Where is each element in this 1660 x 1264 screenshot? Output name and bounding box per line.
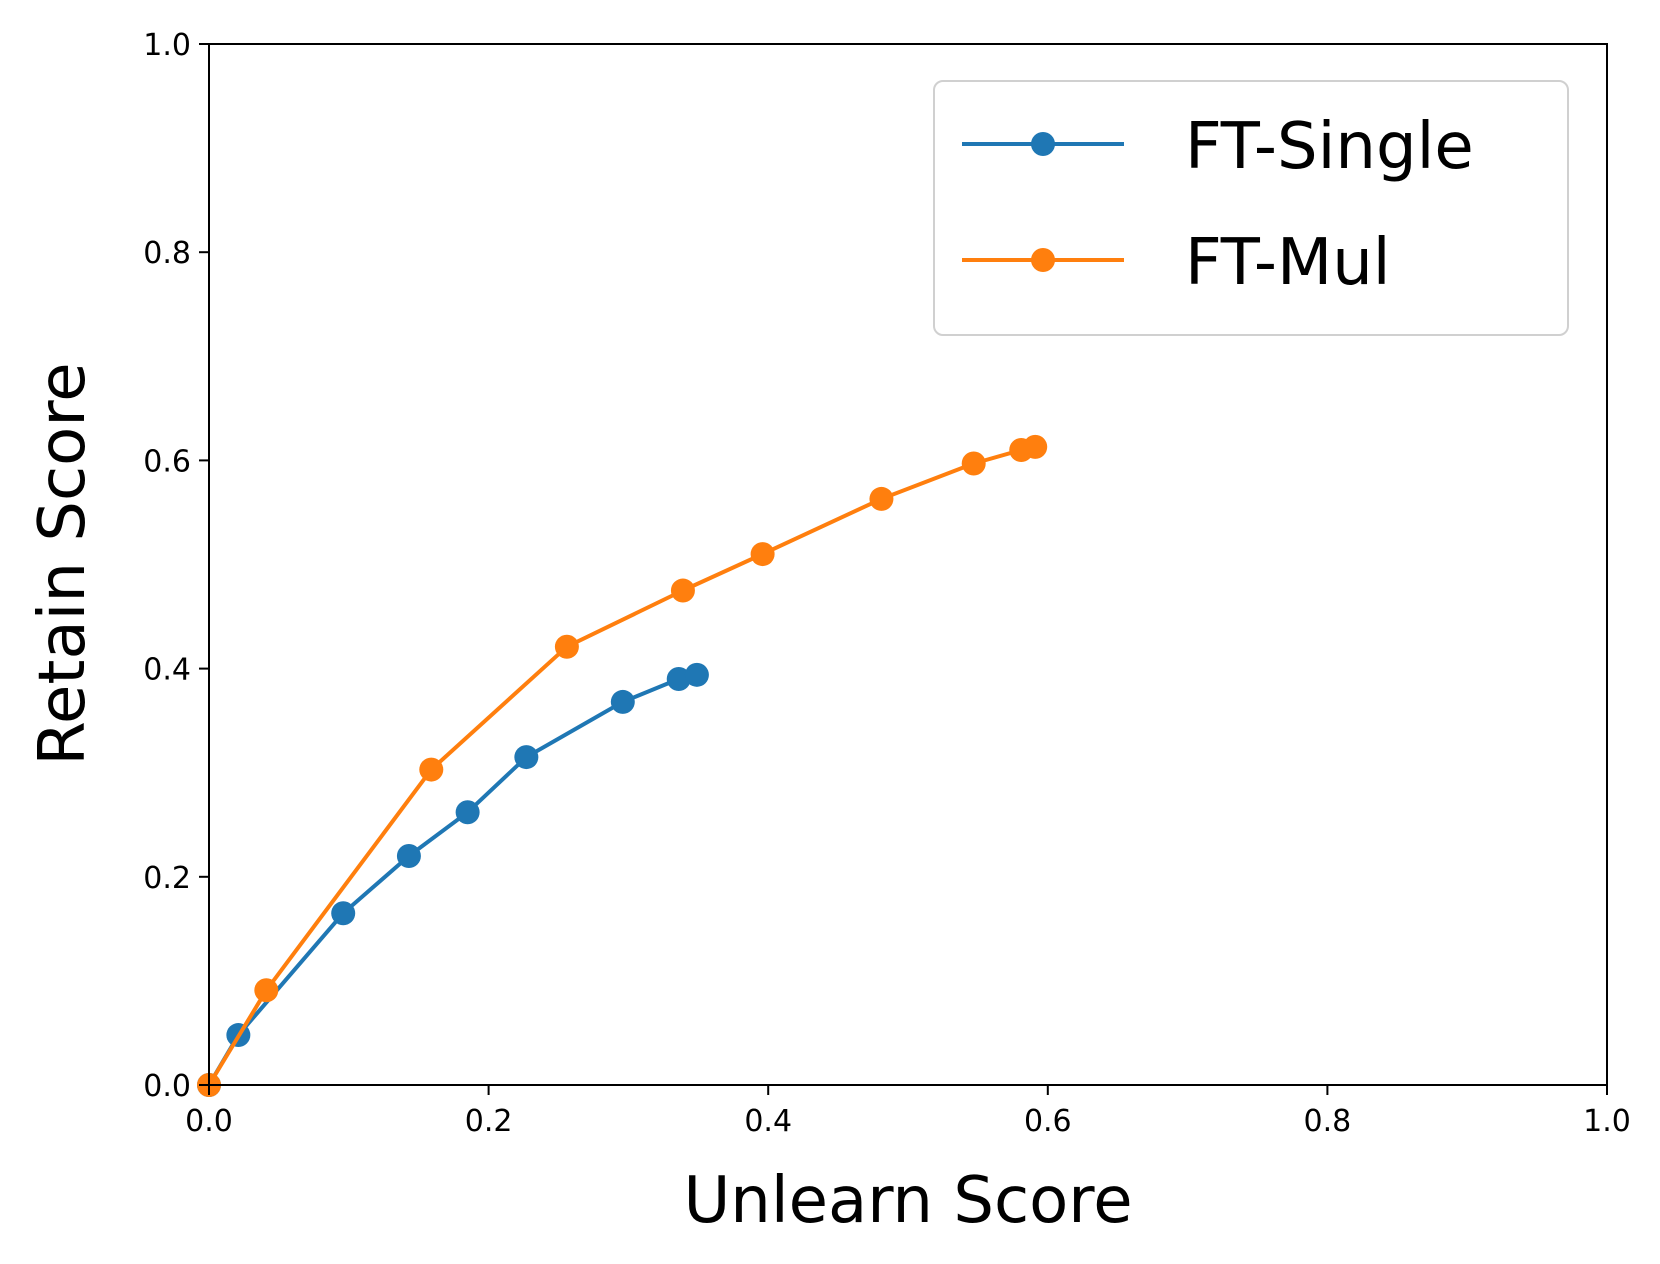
x-tick-label: 0.2: [465, 1104, 513, 1139]
legend-marker-ft-single: [1031, 132, 1055, 156]
legend-marker-ft-mul: [1031, 248, 1055, 272]
ticks-layer: 0.0 0.2 0.4 0.6 0.8 1.0 0.0 0.2 0.4 0.6 0.8 1.0: [143, 28, 1631, 1139]
plot-frame: [208, 43, 1608, 1086]
data-point-ft-mul: [1023, 434, 1048, 459]
data-point-ft-mul: [670, 578, 695, 603]
data-point-ft-single: [666, 667, 691, 692]
x-tick-label: 0.4: [744, 1104, 792, 1139]
y-axis-title: Retain Score: [26, 362, 100, 765]
data-point-ft-single: [684, 662, 709, 687]
data-point-ft-single: [514, 745, 539, 770]
x-tick-label: 1.0: [1583, 1104, 1631, 1139]
data-point-ft-mul: [254, 978, 279, 1003]
series-line-ft-mul: [207, 444, 1038, 1087]
y-tick-label: 0.0: [143, 1069, 191, 1104]
data-point-ft-mul: [869, 486, 894, 511]
data-point-ft-single: [455, 800, 480, 825]
data-point-ft-single: [610, 689, 635, 714]
y-tick-label: 1.0: [143, 28, 191, 63]
data-point-ft-mul: [419, 757, 444, 782]
data-point-ft-mul: [554, 634, 579, 659]
series-layer: [197, 434, 1048, 1097]
data-point-ft-single: [396, 843, 421, 868]
x-tick-label: 0.6: [1024, 1104, 1072, 1139]
data-point-ft-mul: [750, 542, 775, 567]
y-tick-label: 0.2: [143, 861, 191, 896]
legend: FT-Single FT-Mul: [933, 80, 1569, 336]
series-ft-mul: [197, 434, 1048, 1097]
legend-label-ft-mul: FT-Mul: [1185, 226, 1391, 300]
y-tick-label: 0.6: [143, 444, 191, 479]
y-tick-label: 0.8: [143, 236, 191, 271]
x-tick-label: 0.0: [185, 1104, 233, 1139]
data-point-ft-single: [331, 901, 356, 926]
x-tick-label: 0.8: [1304, 1104, 1352, 1139]
data-point-ft-mul: [961, 451, 986, 476]
legend-label-ft-single: FT-Single: [1185, 110, 1474, 184]
x-axis-title: Unlearn Score: [683, 1164, 1132, 1238]
y-tick-label: 0.4: [143, 653, 191, 688]
